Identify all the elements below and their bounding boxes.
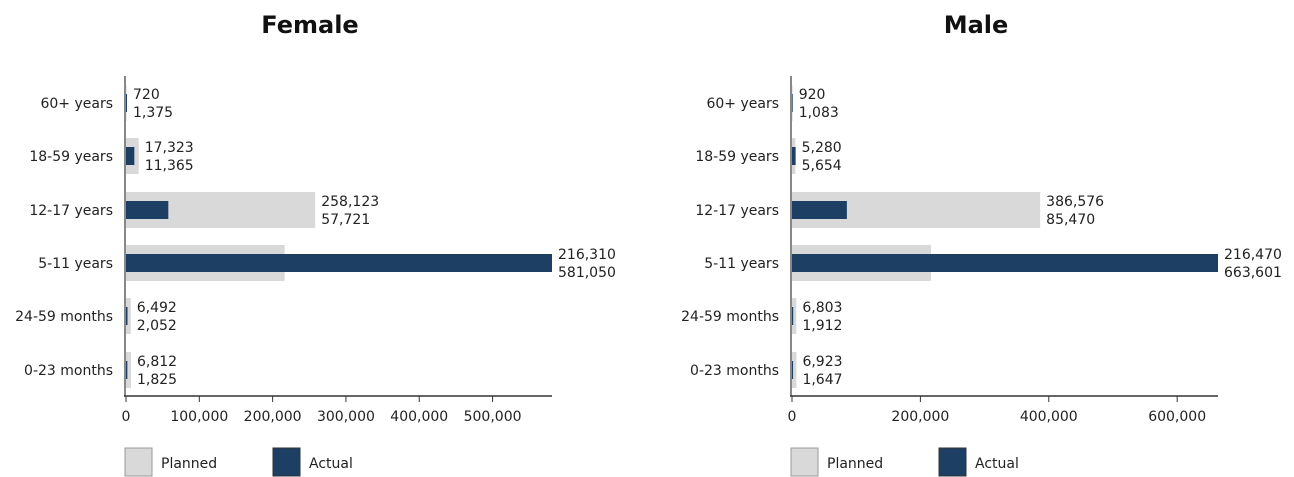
category-label: 18-59 years bbox=[695, 149, 779, 165]
planned-bar bbox=[126, 352, 131, 388]
chart-title: Male bbox=[944, 11, 1009, 39]
actual-bar bbox=[792, 147, 796, 165]
planned-value-label: 6,923 bbox=[802, 354, 842, 370]
x-tick-label: 200,000 bbox=[244, 409, 302, 425]
legend-label-actual: Actual bbox=[309, 456, 353, 472]
category-label: 60+ years bbox=[40, 96, 113, 112]
planned-value-label: 17,323 bbox=[145, 140, 194, 156]
x-tick-label: 0 bbox=[122, 409, 131, 425]
x-tick-label: 100,000 bbox=[170, 409, 228, 425]
planned-value-label: 216,470 bbox=[1224, 247, 1282, 263]
chart-panel-female: Female 60+ years 720 1,375 18-59 years 17,323… bbox=[15, 11, 616, 477]
actual-bar bbox=[792, 307, 794, 325]
x-tick-label: 300,000 bbox=[317, 409, 375, 425]
category-label: 24-59 months bbox=[15, 309, 113, 325]
legend-swatch-planned bbox=[124, 447, 153, 477]
planned-value-label: 386,576 bbox=[1046, 194, 1104, 210]
category-label: 60+ years bbox=[706, 96, 779, 112]
chart-title: Female bbox=[261, 11, 358, 39]
category-label: 12-17 years bbox=[29, 203, 113, 219]
actual-value-label: 1,912 bbox=[802, 318, 842, 334]
actual-value-label: 1,647 bbox=[802, 372, 842, 388]
x-tick-label: 400,000 bbox=[1020, 409, 1078, 425]
actual-bar bbox=[126, 94, 128, 112]
actual-value-label: 1,375 bbox=[133, 105, 173, 121]
actual-value-label: 5,654 bbox=[802, 158, 842, 174]
planned-value-label: 6,803 bbox=[802, 300, 842, 316]
planned-value-label: 5,280 bbox=[802, 140, 842, 156]
category-label: 0-23 months bbox=[690, 363, 779, 379]
chart-panel-male: Male 60+ years 920 1,083 18-59 years 5,280 5,6… bbox=[681, 11, 1282, 477]
category-label: 18-59 years bbox=[29, 149, 113, 165]
legend-swatch-planned bbox=[790, 447, 819, 477]
legend-label-planned: Planned bbox=[161, 456, 217, 472]
actual-bar bbox=[792, 361, 794, 379]
x-tick-label: 200,000 bbox=[891, 409, 949, 425]
planned-bar bbox=[792, 298, 797, 334]
actual-value-label: 581,050 bbox=[558, 265, 616, 281]
planned-bar bbox=[126, 298, 131, 334]
legend-label-planned: Planned bbox=[827, 456, 883, 472]
planned-value-label: 6,492 bbox=[137, 300, 177, 316]
planned-value-label: 216,310 bbox=[558, 247, 616, 263]
actual-bar bbox=[792, 201, 847, 219]
category-label: 0-23 months bbox=[24, 363, 113, 379]
actual-bar bbox=[126, 361, 128, 379]
actual-value-label: 1,083 bbox=[799, 105, 839, 121]
actual-value-label: 2,052 bbox=[137, 318, 177, 334]
actual-bar bbox=[792, 94, 793, 112]
category-label: 5-11 years bbox=[704, 256, 779, 272]
legend-swatch-actual bbox=[938, 447, 967, 477]
actual-bar bbox=[126, 254, 552, 272]
actual-bar bbox=[126, 147, 135, 165]
x-tick-label: 600,000 bbox=[1148, 409, 1206, 425]
x-tick-label: 0 bbox=[788, 409, 797, 425]
planned-value-label: 720 bbox=[133, 87, 160, 103]
x-tick-label: 500,000 bbox=[464, 409, 522, 425]
category-label: 12-17 years bbox=[695, 203, 779, 219]
actual-bar bbox=[126, 201, 169, 219]
planned-bar bbox=[792, 352, 797, 388]
actual-value-label: 57,721 bbox=[321, 212, 370, 228]
actual-value-label: 85,470 bbox=[1046, 212, 1095, 228]
planned-value-label: 920 bbox=[799, 87, 826, 103]
actual-value-label: 1,825 bbox=[137, 372, 177, 388]
planned-value-label: 258,123 bbox=[321, 194, 379, 210]
planned-value-label: 6,812 bbox=[137, 354, 177, 370]
category-label: 5-11 years bbox=[38, 256, 113, 272]
actual-bar bbox=[126, 307, 128, 325]
legend-label-actual: Actual bbox=[975, 456, 1019, 472]
actual-value-label: 663,601 bbox=[1224, 265, 1282, 281]
category-label: 24-59 months bbox=[681, 309, 779, 325]
actual-value-label: 11,365 bbox=[145, 158, 194, 174]
x-tick-label: 400,000 bbox=[390, 409, 448, 425]
legend-swatch-actual bbox=[272, 447, 301, 477]
actual-bar bbox=[792, 254, 1218, 272]
